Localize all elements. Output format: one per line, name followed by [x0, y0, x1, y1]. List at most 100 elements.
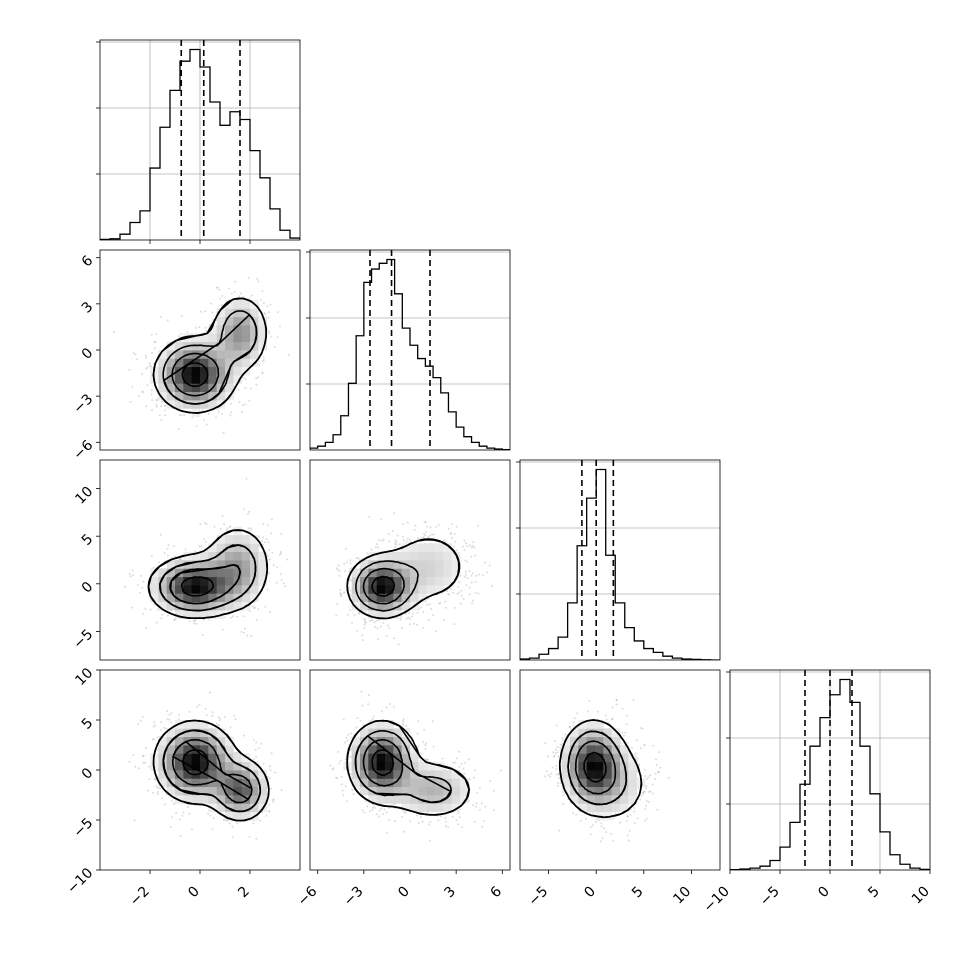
scatter-point	[216, 286, 219, 289]
scatter-point	[279, 552, 282, 555]
density-cell	[351, 593, 361, 603]
scatter-point	[270, 787, 273, 790]
density-cell	[208, 786, 218, 796]
density-cell	[166, 753, 176, 763]
scatter-point	[348, 570, 351, 573]
density-cell	[250, 535, 259, 544]
density-cell	[435, 543, 444, 553]
scatter-point	[180, 315, 183, 318]
scatter-point	[244, 627, 246, 630]
scatter-point	[393, 512, 396, 515]
density-cell	[250, 350, 259, 359]
density-cell	[166, 568, 176, 578]
scatter-point	[413, 528, 416, 531]
scatter-point	[234, 718, 237, 721]
density-cell	[241, 551, 251, 561]
scatter-point	[268, 611, 271, 614]
density-cell	[208, 350, 218, 359]
scatter-point	[206, 549, 209, 552]
scatter-point	[408, 538, 411, 541]
density-cell	[241, 300, 251, 309]
scatter-point	[173, 619, 176, 622]
scatter-point	[136, 584, 139, 587]
scatter-point	[260, 742, 263, 745]
density-cell	[233, 308, 243, 318]
density-cell	[200, 593, 209, 603]
scatter-point	[211, 711, 214, 714]
scatter-point	[257, 608, 260, 611]
scatter-point	[450, 532, 453, 534]
scatter-point	[443, 539, 446, 542]
scatter-point	[145, 627, 148, 630]
density-cell	[401, 568, 411, 578]
scatter-point	[153, 340, 156, 343]
density-cell	[200, 795, 209, 804]
density-cell	[183, 728, 193, 738]
scatter-point	[464, 573, 467, 576]
density-cell	[191, 720, 201, 729]
scatter-point	[245, 477, 248, 480]
density-cell	[166, 341, 176, 351]
scatter-point	[364, 621, 367, 624]
contour-line	[182, 749, 209, 776]
scatter-point	[348, 579, 351, 581]
density-cell	[435, 551, 444, 561]
scatter-point	[209, 814, 212, 817]
panel-joint-x1-x3: −6 −3 0 3 6	[295, 669, 511, 909]
scatter-point	[267, 311, 270, 314]
density-cell	[175, 400, 184, 409]
density-cell	[426, 568, 436, 578]
density-cell	[158, 601, 168, 611]
density-cell	[233, 333, 243, 343]
scatter-point	[357, 556, 360, 559]
density-cell	[225, 811, 234, 821]
density-cell	[200, 391, 209, 401]
density-cell	[385, 576, 394, 586]
scatter-point	[193, 622, 196, 625]
density-cell	[258, 316, 268, 326]
scatter-point	[166, 710, 168, 713]
density-cell	[418, 543, 428, 553]
scatter-point	[252, 822, 255, 825]
density-cell	[360, 593, 369, 603]
scatter-point	[342, 591, 345, 594]
scatter-point	[179, 333, 182, 336]
x-tick-label: 0	[815, 884, 833, 902]
scatter-point	[218, 288, 221, 291]
scatter-point	[259, 819, 262, 822]
scatter-point	[264, 605, 267, 608]
scatter-point	[255, 837, 258, 840]
density-cell	[183, 601, 193, 611]
density-cell	[225, 795, 234, 804]
scatter-point	[470, 581, 473, 584]
scatter-point	[463, 539, 466, 542]
density-cell	[166, 786, 176, 796]
density-cell	[241, 593, 251, 603]
density-cell	[225, 375, 234, 384]
scatter-point	[432, 614, 434, 616]
scatter-point	[150, 393, 153, 396]
density-cell	[216, 341, 226, 351]
scatter-point	[237, 389, 240, 392]
scatter-point	[425, 530, 428, 533]
density-cell	[166, 383, 176, 393]
contour-line	[152, 297, 267, 415]
scatter-point	[220, 413, 223, 415]
density-cell	[208, 761, 218, 771]
density-cell	[200, 761, 209, 771]
density-cell	[233, 535, 243, 544]
density-cell	[426, 576, 436, 586]
scatter-point	[226, 527, 229, 530]
scatter-point	[211, 714, 214, 717]
scatter-point	[229, 726, 232, 729]
density-cell	[225, 761, 234, 771]
y-tick-label: 5	[79, 531, 97, 549]
scatter-point	[470, 546, 473, 549]
scatter-point	[255, 755, 258, 758]
scatter-point	[124, 585, 127, 588]
density-cell	[225, 333, 234, 343]
density-cell	[258, 325, 268, 334]
scatter-point	[229, 414, 232, 417]
scatter-point	[335, 614, 338, 617]
contour-line	[159, 544, 257, 612]
